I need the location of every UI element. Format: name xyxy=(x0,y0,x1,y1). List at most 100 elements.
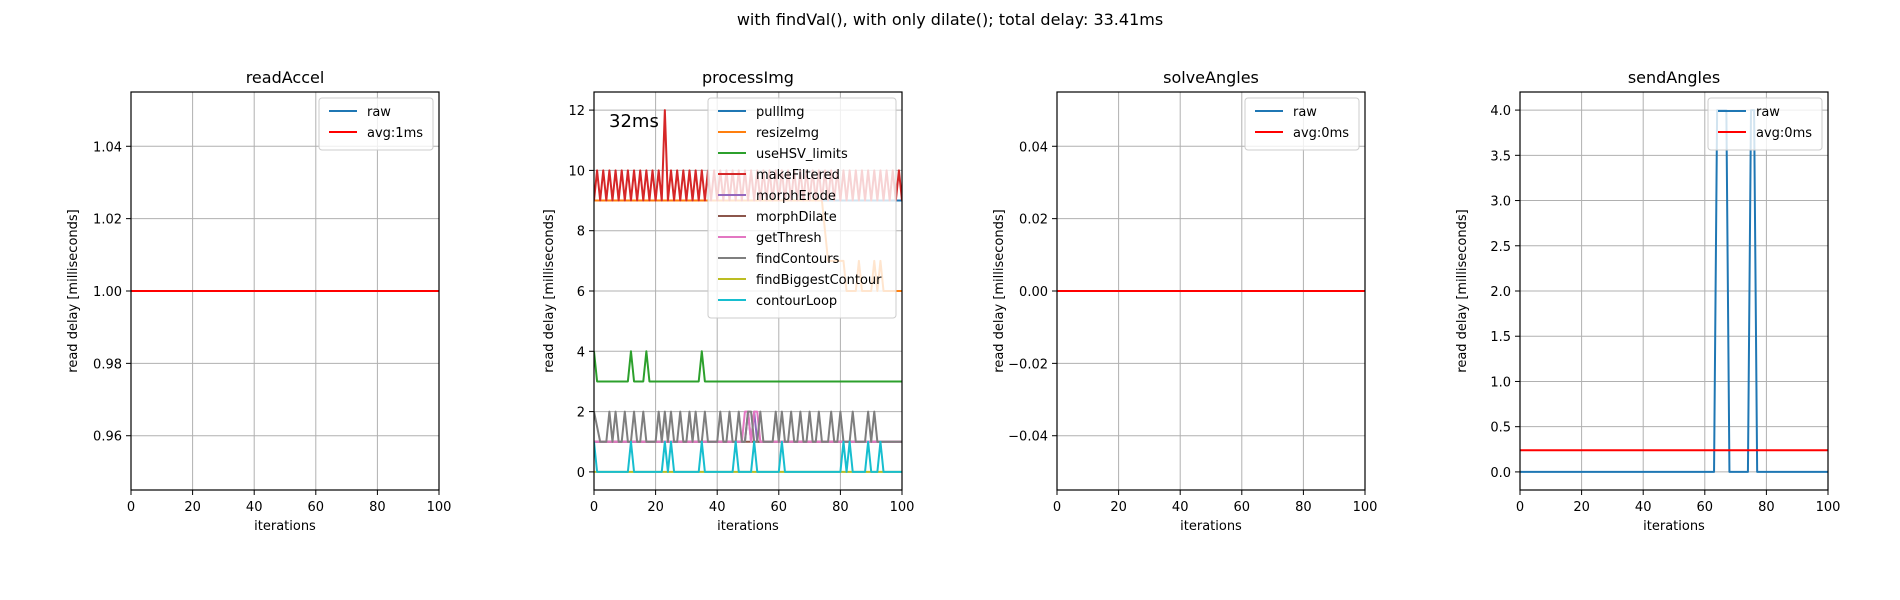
legend-label: findContours xyxy=(756,252,840,267)
y-tick-label: 0.96 xyxy=(93,430,122,445)
x-tick-label: 40 xyxy=(1172,500,1189,515)
panel-title: sendAngles xyxy=(1628,68,1720,87)
panel-sendAngles: sendAngles 0 20 40 60 80 100 0.0 0.5 1.0 1.5 2.0 2.5… xyxy=(1455,68,1840,534)
legend-label: contourLoop xyxy=(756,294,837,309)
series-line-useHSV_limits xyxy=(594,350,902,383)
annotation-text: 32ms xyxy=(609,111,659,132)
series-line-getThresh xyxy=(594,410,902,443)
legend-label: raw xyxy=(1756,105,1780,120)
legend-label: findBiggestContour xyxy=(756,273,882,288)
panel-title: readAccel xyxy=(246,68,325,87)
panel-processImg: processImg 0 20 40 60 80 100 0 2 4 6 8 10 12 iteration… xyxy=(542,68,914,534)
x-tick-label: 100 xyxy=(1816,500,1841,515)
x-tick-label: 40 xyxy=(709,500,726,515)
legend-label: makeFiltered xyxy=(756,168,840,183)
legend-box xyxy=(707,97,897,319)
x-tick-label: 80 xyxy=(1758,500,1775,515)
x-tick-label: 60 xyxy=(1697,500,1714,515)
y-axis-label: read delay [milliseconds] xyxy=(542,209,557,372)
y-tick-label: 3.5 xyxy=(1490,149,1511,164)
y-tick-label: 0.98 xyxy=(93,357,122,372)
y-tick-label: 1.04 xyxy=(93,140,122,155)
axes-frame xyxy=(593,91,903,491)
x-tick-label: 100 xyxy=(427,500,452,515)
y-tick-label: 6 xyxy=(577,285,585,300)
x-tick-label: 60 xyxy=(771,500,788,515)
series-line-raw xyxy=(1520,109,1828,473)
x-tick-label: 80 xyxy=(832,500,849,515)
y-tick-label: 10 xyxy=(568,164,585,179)
x-tick-label: 0 xyxy=(1053,500,1061,515)
y-tick-label: 1.02 xyxy=(93,213,122,228)
legend-label: morphDilate xyxy=(756,210,837,225)
y-tick-label: 4 xyxy=(577,345,585,360)
series-line-findContours xyxy=(594,410,902,443)
panel-title: solveAngles xyxy=(1163,68,1259,87)
y-tick-label: 0.02 xyxy=(1019,213,1048,228)
x-tick-label: 20 xyxy=(647,500,664,515)
x-tick-label: 60 xyxy=(308,500,325,515)
y-axis-label: read delay [milliseconds] xyxy=(992,209,1007,372)
x-tick-label: 0 xyxy=(1516,500,1524,515)
y-tick-label: 2 xyxy=(577,406,585,421)
y-tick-label: 2.5 xyxy=(1490,240,1511,255)
series-group xyxy=(1520,109,1828,473)
y-tick-label: 1.00 xyxy=(93,285,122,300)
y-tick-label: 12 xyxy=(568,104,585,119)
legend-label: getThresh xyxy=(756,231,822,246)
legend-label: morphErode xyxy=(756,189,836,204)
x-axis-label: iterations xyxy=(1180,519,1242,534)
y-tick-label: 8 xyxy=(577,225,585,240)
x-tick-label: 100 xyxy=(890,500,915,515)
y-tick-label: 4.0 xyxy=(1490,104,1511,119)
x-tick-label: 40 xyxy=(1635,500,1652,515)
y-axis-label: read delay [milliseconds] xyxy=(66,209,81,372)
y-tick-label: 1.0 xyxy=(1490,375,1511,390)
x-axis-label: iterations xyxy=(254,519,316,534)
series-line-contourLoop xyxy=(594,440,902,473)
y-axis-label: read delay [milliseconds] xyxy=(1455,209,1470,372)
axes-frame xyxy=(1056,91,1366,491)
x-tick-label: 80 xyxy=(369,500,386,515)
legend-label: avg:1ms xyxy=(367,126,423,141)
y-tick-label: 3.0 xyxy=(1490,195,1511,210)
y-tick-label: 0 xyxy=(577,466,585,481)
x-tick-label: 0 xyxy=(590,500,598,515)
y-tick-label: −0.02 xyxy=(1008,357,1048,372)
x-tick-label: 0 xyxy=(127,500,135,515)
legend: raw avg:1ms xyxy=(318,97,434,151)
y-tick-label: −0.04 xyxy=(1008,430,1048,445)
legend-label: raw xyxy=(1293,105,1317,120)
y-tick-label: 0.04 xyxy=(1019,140,1048,155)
x-tick-label: 80 xyxy=(1295,500,1312,515)
legend: raw avg:0ms xyxy=(1244,97,1360,151)
x-tick-label: 20 xyxy=(184,500,201,515)
x-tick-label: 20 xyxy=(1573,500,1590,515)
x-tick-label: 20 xyxy=(1110,500,1127,515)
legend-label: pullImg xyxy=(756,105,804,120)
y-tick-label: 0.0 xyxy=(1490,466,1511,481)
figure-title: with findVal(), with only dilate(); tota… xyxy=(737,10,1163,29)
panel-readAccel: readAccel 0 20 40 60 80 100 0.96 0.98 1.00 1.02 1.0… xyxy=(66,68,451,534)
x-tick-label: 40 xyxy=(246,500,263,515)
panel-title: processImg xyxy=(702,68,794,87)
legend-label: raw xyxy=(367,105,391,120)
x-axis-label: iterations xyxy=(717,519,779,534)
legend-label: avg:0ms xyxy=(1756,126,1812,141)
x-tick-label: 100 xyxy=(1353,500,1378,515)
legend-label: avg:0ms xyxy=(1293,126,1349,141)
legend-label: useHSV_limits xyxy=(756,147,848,162)
y-tick-label: 0.00 xyxy=(1019,285,1048,300)
legend-label: resizeImg xyxy=(756,126,819,141)
y-tick-label: 2.0 xyxy=(1490,285,1511,300)
y-tick-label: 0.5 xyxy=(1490,421,1511,436)
y-tick-label: 1.5 xyxy=(1490,330,1511,345)
axes-frame xyxy=(1519,91,1829,491)
axes-frame xyxy=(130,91,440,491)
x-axis-label: iterations xyxy=(1643,519,1705,534)
legend: raw avg:0ms xyxy=(1707,97,1823,151)
legend: pullImg resizeImg useHSV_limits makeFiltere… xyxy=(707,97,897,319)
panel-solveAngles: solveAngles 0 20 40 60 80 100 −0.04 −0.02 0.00 0.0… xyxy=(992,68,1377,534)
x-tick-label: 60 xyxy=(1234,500,1251,515)
